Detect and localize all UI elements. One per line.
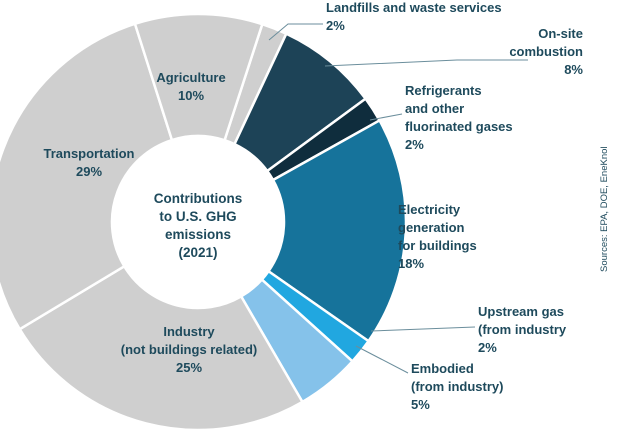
donut-slices <box>0 12 408 429</box>
value-industry: 25% <box>176 360 202 375</box>
label-agriculture: Agriculture 10% <box>156 70 225 103</box>
leader-landfills <box>268 23 323 41</box>
value-transportation: 29% <box>76 164 102 179</box>
label-upstream: Upstream gas (from industry 2% <box>478 304 567 355</box>
value-refrigerants: 2% <box>405 137 424 152</box>
label-electricity: Electricity generation for buildings 18% <box>398 202 477 271</box>
leader-lines <box>268 23 528 374</box>
slice-transportation <box>0 22 174 331</box>
chart-title: Contributions to U.S. GHG emissions (2021) <box>154 191 242 260</box>
leader-upstream <box>370 326 476 332</box>
label-industry: Industry (not buildings related) 25% <box>121 324 258 375</box>
value-electricity: 18% <box>398 256 424 271</box>
slice-electricity <box>267 119 408 343</box>
slice-labels: Landfills and waste services 2%On-site com… <box>43 0 583 412</box>
value-embodied: 5% <box>411 397 430 412</box>
value-landfills: 2% <box>326 18 345 33</box>
label-transportation: Transportation 29% <box>43 146 134 179</box>
leader-refrigerants <box>369 113 403 121</box>
label-refrigerants: Refrigerants and other fluorinated gases 2% <box>405 83 513 152</box>
value-onsite: 8% <box>564 62 583 77</box>
leader-onsite <box>324 59 528 67</box>
value-upstream: 2% <box>478 340 497 355</box>
label-landfills: Landfills and waste services 2% <box>326 0 502 33</box>
value-agriculture: 10% <box>178 88 204 103</box>
slice-agriculture <box>133 12 264 142</box>
slice-industry <box>18 265 304 429</box>
leader-embodied <box>355 345 409 374</box>
label-onsite: On-site combustion 8% <box>509 26 583 77</box>
label-embodied: Embodied (from industry) 5% <box>411 361 503 412</box>
source-note: Sources: EPA, DOE, EneKnol <box>599 147 610 273</box>
